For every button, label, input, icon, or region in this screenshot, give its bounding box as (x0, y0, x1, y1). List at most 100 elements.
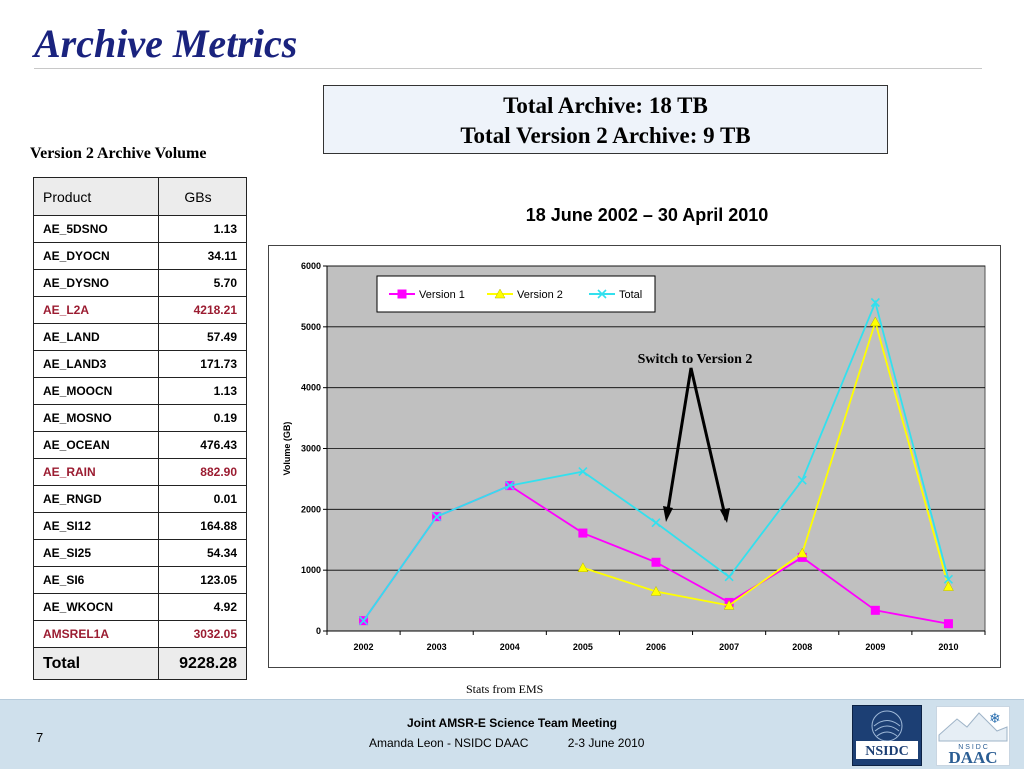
table-row: AE_SI12 164.88 (33, 512, 247, 540)
data-point-total (797, 475, 807, 485)
nsidc-logo-icon: NSIDC (856, 710, 918, 759)
data-point-version-2 (943, 581, 954, 591)
page-number: 7 (36, 730, 44, 745)
gbs-cell: 123.05 (158, 566, 247, 594)
product-cell: AE_LAND (33, 323, 159, 351)
y-tick-label: 1000 (301, 565, 321, 575)
data-point-total (943, 574, 954, 584)
data-point-version-2 (723, 599, 735, 610)
table-row: AE_WKOCN 4.92 (33, 593, 247, 621)
product-cell: AE_SI12 (33, 512, 159, 540)
table-body: AE_5DSNO 1.13 AE_DYOCN 34.11 AE_DYSNO 5.70 AE_… (33, 215, 247, 648)
data-point-version-1 (578, 528, 588, 538)
footer-presenter-line: Amanda Leon - NSIDC DAAC 2-3 June 2010 (369, 736, 644, 750)
gbs-cell: 0.01 (158, 485, 247, 513)
volume-chart: 0 1000 2000 3000 4000 5000 6000 2002 2003 2004 200… (268, 245, 1001, 668)
data-point-total (578, 467, 588, 477)
x-tick-label: 2004 (500, 642, 520, 652)
nsidc-logo: NSIDC (852, 705, 922, 766)
data-point-total (432, 512, 442, 522)
slide-title: Archive Metrics (34, 21, 298, 66)
x-tick-label: 2008 (792, 642, 812, 652)
table-row: AE_RNGD 0.01 (33, 485, 247, 513)
daac-logo-text: DAAC (948, 748, 997, 765)
product-cell: AE_SI6 (33, 566, 159, 594)
nsidc-logo-text: NSIDC (865, 744, 909, 759)
nsidc-daac-logo: ❄ N S I D C DAAC (936, 706, 1010, 766)
footer-meeting-title: Joint AMSR-E Science Team Meeting (406, 716, 618, 730)
series-line-version-2 (582, 318, 950, 607)
gbs-cell: 882.90 (158, 458, 247, 486)
x-tick-label: 2007 (719, 642, 739, 652)
y-axis-label: Volume (GB) (282, 422, 292, 476)
gbs-cell: 5.70 (158, 269, 247, 297)
title-divider (34, 68, 982, 69)
table-row: AE_DYSNO 5.70 (33, 269, 247, 297)
data-point-total (651, 518, 661, 528)
footer-date: 2-3 June 2010 (567, 736, 645, 750)
volume-chart-svg: 0 1000 2000 3000 4000 5000 6000 2002 2003 2004 200… (282, 261, 986, 652)
product-cell: AE_MOOCN (33, 377, 159, 405)
gbs-cell: 34.11 (158, 242, 247, 270)
annotation-arrowhead (720, 508, 730, 523)
gbs-cell: 3032.05 (158, 620, 247, 648)
data-point-total (358, 616, 369, 626)
total-archive-text: Total Archive: 18 TB (503, 93, 708, 118)
table-row: AE_RAIN 882.90 (33, 458, 247, 486)
data-point-version-1 (870, 605, 880, 615)
product-column-header: Product (33, 177, 159, 216)
product-cell: AE_SI25 (33, 539, 159, 567)
x-tick-label: 2005 (573, 642, 593, 652)
legend-label-version-1: Version 1 (419, 289, 465, 301)
y-tick-label: 4000 (301, 383, 321, 393)
legend-marker-version-2 (494, 288, 506, 299)
annotation-arrow (665, 367, 728, 521)
x-tick-label: 2006 (646, 642, 666, 652)
table-row: AMSREL1A 3032.05 (33, 620, 247, 648)
gbs-cell: 4218.21 (158, 296, 247, 324)
table-total-row: Total 9228.28 (33, 647, 247, 680)
gbs-cell: 171.73 (158, 350, 247, 378)
daac-logo-icon: ❄ N S I D C DAAC (938, 711, 1008, 765)
product-cell: AE_DYOCN (33, 242, 159, 270)
total-value: 9228.28 (158, 647, 247, 680)
total-v2-archive-text: Total Version 2 Archive: 9 TB (460, 123, 751, 148)
table-heading: Version 2 Archive Volume (30, 145, 207, 162)
table-row: AE_SI6 123.05 (33, 566, 247, 594)
footer-presenter: Amanda Leon - NSIDC DAAC (369, 736, 529, 750)
gbs-column-header: GBs (158, 177, 247, 216)
data-point-version-1 (943, 619, 953, 629)
gbs-cell: 0.19 (158, 404, 247, 432)
legend-marker-version-1 (397, 289, 407, 299)
product-cell: AE_LAND3 (33, 350, 159, 378)
gbs-cell: 476.43 (158, 431, 247, 459)
data-point-version-2 (577, 562, 589, 572)
y-tick-label: 6000 (301, 261, 321, 271)
product-cell: AE_WKOCN (33, 593, 159, 621)
product-cell: AE_RNGD (33, 485, 159, 513)
product-cell: AE_L2A (33, 296, 159, 324)
y-tick-label: 0 (316, 626, 321, 636)
gbs-cell: 1.13 (158, 377, 247, 405)
product-cell: AE_MOSNO (33, 404, 159, 432)
total-label: Total (33, 647, 159, 680)
chart-title: 18 June 2002 – 30 April 2010 (525, 205, 769, 225)
legend-label-version-2: Version 2 (517, 289, 563, 301)
y-tick-label: 2000 (301, 504, 321, 514)
product-cell: AE_RAIN (33, 458, 159, 486)
x-tick-label: 2009 (865, 642, 885, 652)
gbs-cell: 57.49 (158, 323, 247, 351)
data-point-version-1 (651, 557, 661, 567)
x-tick-label: 2010 (938, 642, 958, 652)
table-row: AE_L2A 4218.21 (33, 296, 247, 324)
x-tick-label: 2002 (354, 642, 374, 652)
snowflake-icon: ❄ (989, 711, 1001, 727)
product-cell: AE_5DSNO (33, 215, 159, 243)
footer-bar: 7 Joint AMSR-E Science Team Meeting Aman… (0, 699, 1024, 769)
product-cell: AMSREL1A (33, 620, 159, 648)
gbs-cell: 4.92 (158, 593, 247, 621)
table-row: AE_DYOCN 34.11 (33, 242, 247, 270)
table-row: AE_MOSNO 0.19 (33, 404, 247, 432)
data-point-total (505, 481, 515, 491)
archive-volume-table: Product GBs AE_5DSNO 1.13 AE_DYOCN 34.11 AE_… (33, 177, 247, 680)
